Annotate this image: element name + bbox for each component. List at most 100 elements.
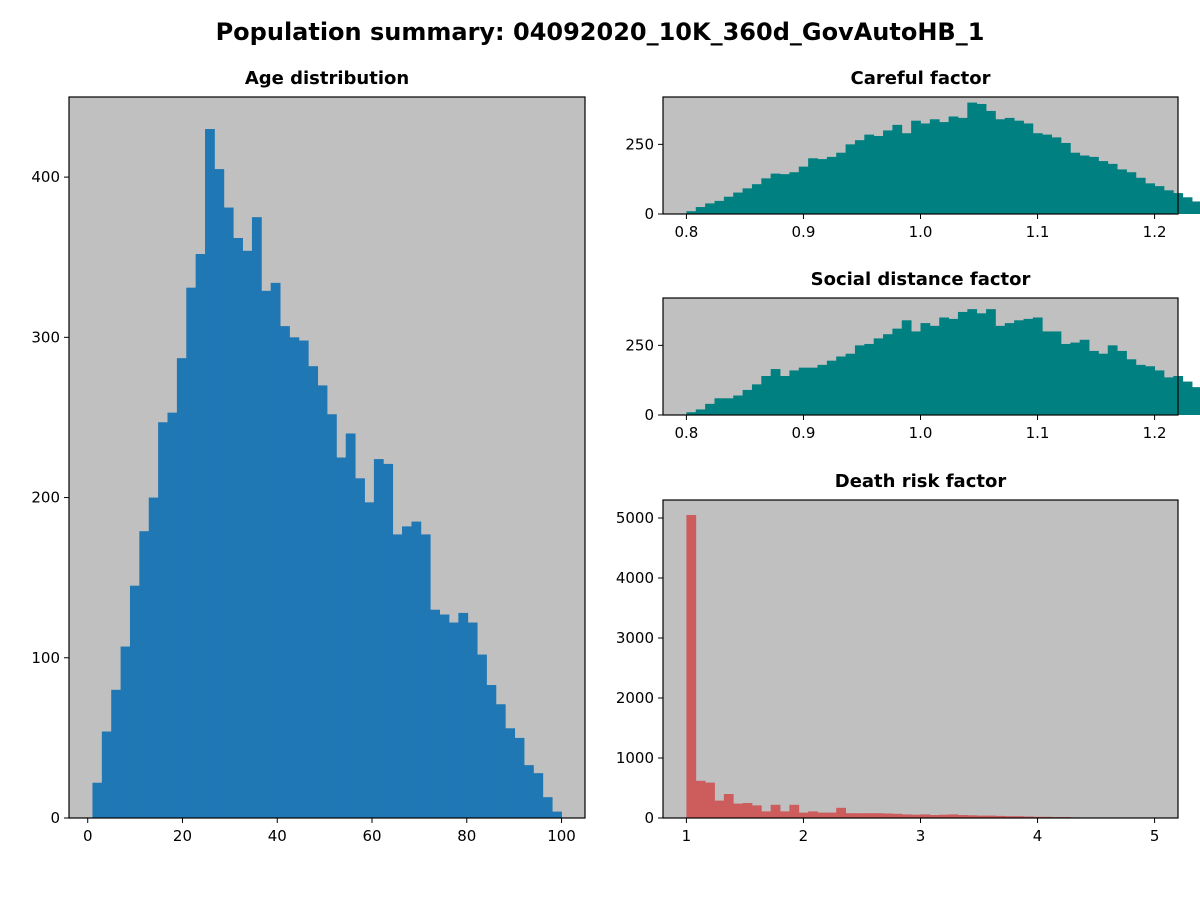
panel-1-bar (176, 358, 187, 818)
panel-3-bar (1004, 323, 1015, 415)
panel-2-bar (939, 122, 949, 214)
panel-3-bar (864, 343, 875, 415)
panel-4-bar (733, 803, 743, 818)
panel-2-bar (723, 196, 734, 214)
panel-2: 0.8 0.9 1.0 1.1 1.2 0 250 Careful factor (625, 68, 1200, 241)
panel-2-bar (808, 158, 818, 214)
panel-2-bar (864, 134, 875, 214)
panel-3-bar (976, 313, 987, 415)
panel-3-bar (986, 309, 996, 415)
panel-3: 0.8 0.9 1.0 1.1 1.2 0 250 Social distance facto… (625, 269, 1200, 442)
panel-1-bar (158, 422, 168, 818)
panel-4-bar (761, 811, 772, 818)
panel-1-bar (139, 531, 150, 818)
panel-4-bar (864, 813, 875, 818)
panel-1-bar (233, 238, 243, 818)
panel-4-title: Death risk factor (835, 471, 1007, 492)
panel-3-bar (798, 367, 809, 415)
panel-3-title: Social distance factor (811, 269, 1031, 290)
panel-1-ytick-label: 100 (31, 649, 60, 667)
panel-4-bar (920, 814, 931, 818)
panel-1-bar (129, 585, 140, 818)
panel-3-bar (845, 353, 856, 415)
panel-4-bar (873, 813, 884, 818)
panel-4-bar (695, 780, 706, 818)
panel-1-bar (552, 811, 562, 818)
panel-3-bar (761, 376, 772, 415)
panel-1-bar (327, 414, 337, 818)
panel-2-bar (948, 116, 959, 214)
panel-2-bar (761, 178, 772, 214)
panel-1-bar (195, 254, 206, 818)
panel-3-bar (1107, 345, 1118, 415)
panel-1-bar (251, 217, 262, 819)
panel-2-bar (742, 188, 753, 214)
panel-1-bar (402, 526, 412, 818)
panel-3-xtick-label: 0.9 (792, 424, 816, 442)
panel-4-bar (986, 815, 996, 818)
panel-2-bar (1126, 172, 1137, 214)
panel-1-xtick-label: 60 (362, 827, 381, 845)
panel-2-bar (780, 174, 790, 214)
panel-2-bar (1060, 142, 1071, 214)
panel-3-bar (770, 369, 781, 415)
panel-2-bar (733, 192, 743, 214)
panel-4-ytick-label: 1000 (616, 749, 654, 767)
panel-1-bar (373, 459, 384, 818)
panel-2-bar (836, 152, 846, 214)
panel-3-bar (883, 334, 893, 415)
panel-2-bar (901, 133, 912, 214)
panel-4-ytick-label: 0 (644, 809, 654, 827)
panel-3-bar (723, 398, 734, 415)
panel-3-xtick-label: 1.1 (1026, 424, 1050, 442)
panel-3-bar (948, 318, 959, 415)
panel-2-bar (1004, 117, 1015, 214)
panel-4-bar (892, 813, 903, 818)
panel-1-bar (542, 797, 553, 818)
figure-title: Population summary: 04092020_10K_360d_Go… (216, 18, 985, 46)
panel-2-bar (1089, 156, 1099, 214)
panel-2-bar (854, 140, 865, 214)
panel-2-bar (1051, 137, 1062, 214)
panel-3-bar (1135, 364, 1146, 415)
panel-3-bar (742, 389, 753, 415)
panel-3-bar (892, 328, 903, 415)
panel-2-bar (967, 102, 978, 214)
panel-1-bar (111, 689, 121, 818)
panel-1-bar (355, 478, 365, 818)
panel-3-bar (780, 376, 790, 415)
panel-3-bar (1032, 317, 1043, 415)
panel-4-bar (957, 815, 968, 818)
panel-2-title: Careful factor (850, 68, 990, 89)
panel-1-bar (411, 521, 422, 818)
panel-2-bar (1079, 155, 1090, 214)
panel-1-xtick-label: 100 (547, 827, 576, 845)
panel-4-bar (686, 515, 697, 818)
panel-3-ytick-label: 250 (625, 336, 654, 354)
panel-1-bar (477, 654, 487, 818)
panel-4-bar (883, 813, 893, 818)
panel-4-bar (751, 805, 762, 818)
panel-4-bar (995, 815, 1006, 818)
panel-3-bar (939, 317, 949, 415)
panel-1-ytick-label: 400 (31, 168, 60, 186)
panel-3-bar (705, 403, 715, 415)
panel-2-bar (1145, 183, 1155, 214)
panel-3-bar (911, 331, 921, 415)
panel-1-bar (214, 169, 225, 819)
panel-1-bar (308, 366, 319, 818)
panel-1-bar (430, 609, 440, 818)
panel-2-bar (883, 130, 893, 214)
panel-2-bar (826, 156, 837, 214)
panel-2-bar (1163, 190, 1174, 214)
panel-4-ytick-label: 4000 (616, 569, 654, 587)
panel-4-bar (1023, 816, 1034, 818)
panel-2-xtick-label: 1.1 (1026, 223, 1050, 241)
panel-1-title: Age distribution (245, 68, 409, 89)
panel-2-bar (911, 120, 921, 214)
panel-2-xtick-label: 0.8 (674, 223, 698, 241)
panel-1-bar (495, 704, 506, 818)
panel-3-bar (836, 356, 846, 415)
panel-3-bar (1145, 366, 1155, 415)
panel-1-bar (486, 685, 497, 818)
